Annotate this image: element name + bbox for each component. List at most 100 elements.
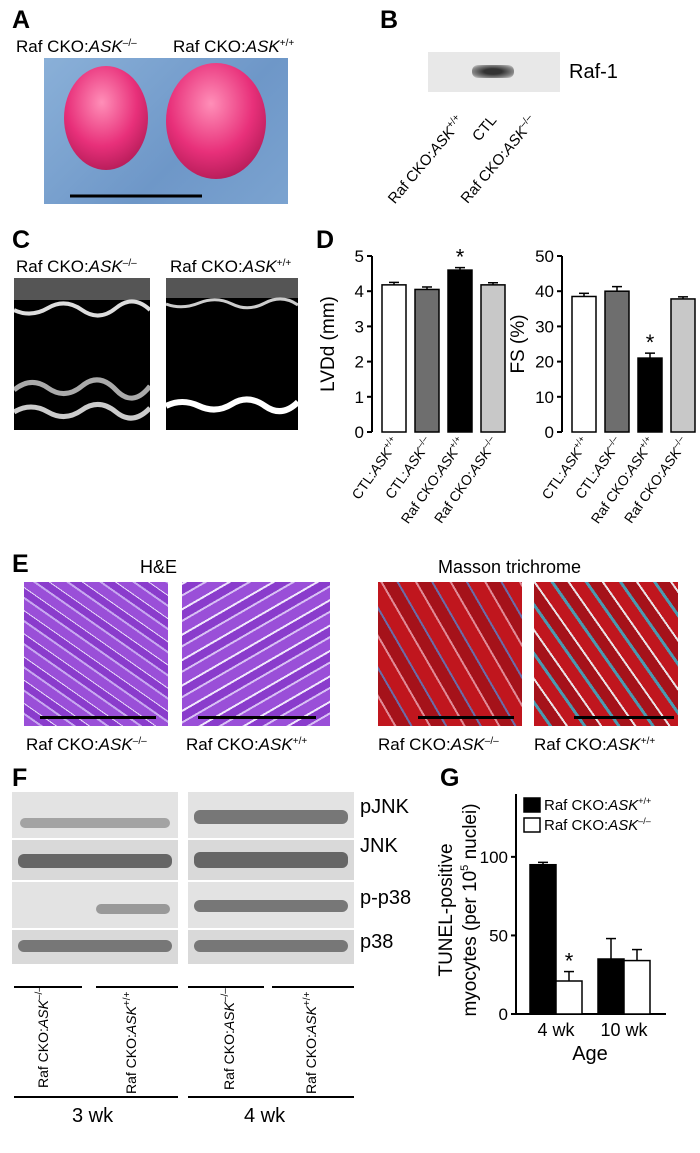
echo-image-wt (164, 278, 301, 430)
raf1-label: Raf-1 (569, 61, 618, 83)
legend-swatch (523, 817, 541, 833)
y-axis-label-line2: myocytes (per 105 nuclei) (459, 803, 481, 1016)
y-tick-label: 3 (355, 317, 364, 336)
raf1-blot (428, 52, 560, 92)
group-label-4wk: 4 wk (244, 1105, 286, 1127)
panel-c-right-label: Raf CKO:ASK+/+ (170, 257, 292, 276)
bar (637, 357, 663, 433)
bar (597, 958, 625, 1015)
e-caption-1: Raf CKO:ASK–/– (26, 735, 147, 754)
significance-marker: * (646, 330, 655, 355)
y-tick-label: 0 (499, 1005, 508, 1024)
scale-bar (198, 716, 316, 719)
tunel-chart: 0 50 100 TUNEL-positive myocytes (per 105 nu… (436, 794, 666, 1065)
y-axis-label: FS (%) (508, 314, 529, 373)
masson-title: Masson trichrome (438, 557, 582, 577)
blot-4wk-pjnk (188, 792, 354, 838)
heart-large (166, 63, 266, 179)
panel-b-letter: B (380, 6, 399, 34)
y-tick-label: 10 (535, 388, 554, 407)
significance-marker: * (456, 245, 465, 270)
panel-b-lane-1: Raf CKO:ASK+/+ (385, 112, 463, 208)
he-title: H&E (140, 557, 178, 577)
f-lane-4: Raf CKO:ASK+/+ (302, 991, 319, 1094)
e-caption-4: Raf CKO:ASK+/+ (534, 735, 656, 754)
f-lane-2: Raf CKO:ASK+/+ (122, 991, 139, 1094)
e-caption-2: Raf CKO:ASK+/+ (186, 735, 308, 754)
x-tick-label: 10 wk (600, 1020, 648, 1040)
y-tick-label: 2 (355, 353, 364, 372)
y-tick-label: 5 (355, 247, 364, 266)
scale-bar (574, 716, 674, 719)
legend-label: Raf CKO:ASK–/– (544, 816, 651, 834)
y-tick-label: 0 (355, 423, 364, 442)
group-line-3wk (14, 1096, 178, 1098)
blot-3wk-pjnk (12, 792, 178, 838)
bar (604, 290, 630, 433)
y-tick-label: 50 (489, 926, 508, 945)
masson-image-ko (378, 582, 522, 726)
significance-marker: * (565, 949, 574, 974)
blot-4wk-jnk (188, 840, 354, 880)
f-lane-1: Raf CKO:ASK–/– (34, 986, 51, 1088)
panel-a-letter: A (12, 6, 31, 34)
y-tick-label: 0 (545, 423, 554, 442)
panel-c-left-label: Raf CKO:ASK–/– (16, 257, 137, 276)
panel-e-letter: E (12, 550, 29, 578)
e-caption-3: Raf CKO:ASK–/– (378, 735, 499, 754)
bar (447, 269, 473, 433)
masson-image-wt (534, 582, 678, 726)
lane-group-line (14, 986, 82, 988)
y-axis-label: LVDd (mm) (318, 296, 339, 392)
raf1-band-ctl (472, 65, 514, 78)
y-tick-label: 100 (480, 848, 508, 867)
echo-image-ko (12, 278, 152, 430)
bar (529, 863, 557, 1015)
blot-3wk-pp38 (12, 882, 178, 928)
group-line-4wk (188, 1096, 354, 1098)
panel-a-right-label: Raf CKO:ASK+/+ (173, 37, 295, 56)
row-label-jnk: JNK (360, 835, 398, 857)
heart-small (64, 66, 148, 170)
bar (670, 298, 696, 433)
panel-d-letter: D (316, 226, 335, 254)
scale-bar (418, 716, 514, 719)
he-image-ko (24, 582, 168, 726)
lane-group-line (96, 986, 178, 988)
blot-4wk-pp38 (188, 882, 354, 928)
bar (480, 284, 506, 433)
bar (555, 980, 583, 1015)
panel-f-letter: F (12, 764, 28, 792)
he-image-wt (182, 582, 330, 726)
blot-4wk-p38 (188, 930, 354, 964)
bar (381, 284, 407, 433)
lane-group-line (188, 986, 264, 988)
y-tick-label: 1 (355, 388, 364, 407)
y-tick-label: 40 (535, 282, 554, 301)
row-label-p38: p38 (360, 931, 394, 953)
lane-group-line (272, 986, 354, 988)
row-label-pjnk: pJNK (360, 796, 409, 818)
f-lane-3: Raf CKO:ASK–/– (220, 988, 237, 1090)
x-tick-label: 4 wk (537, 1020, 575, 1040)
bar (623, 959, 651, 1015)
y-tick-label: 4 (355, 282, 364, 301)
row-label-pp38: p-p38 (360, 887, 412, 909)
bar (414, 288, 440, 433)
bar (571, 295, 597, 433)
group-label-3wk: 3 wk (72, 1105, 114, 1127)
blot-3wk-p38 (12, 930, 178, 964)
y-tick-label: 50 (535, 247, 554, 266)
y-axis-label-line1: TUNEL-positive (436, 843, 457, 976)
panel-b-lane-3: Raf CKO:ASK–/– (457, 112, 535, 207)
legend-label: Raf CKO:ASK+/+ (544, 796, 651, 814)
blot-3wk-jnk (12, 840, 178, 880)
legend-swatch (523, 797, 541, 813)
heart-photo (44, 58, 288, 204)
x-axis-label: Age (572, 1043, 608, 1065)
panel-c-letter: C (12, 226, 31, 254)
panel-g-letter: G (440, 764, 460, 792)
panel-b-lane-2: CTL (468, 112, 500, 145)
